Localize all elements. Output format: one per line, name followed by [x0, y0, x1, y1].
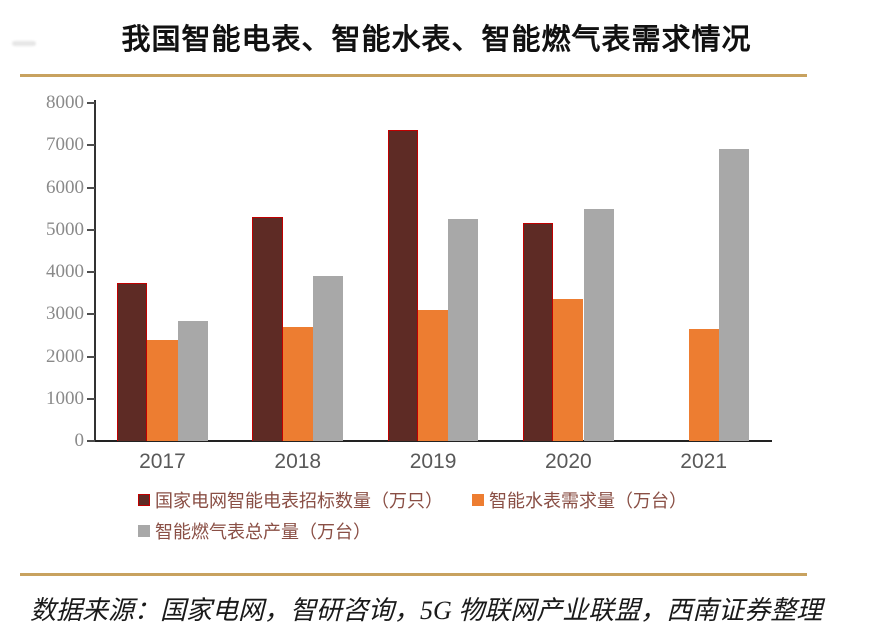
bar-series2-2020	[553, 299, 584, 441]
legend-swatch-icon	[472, 493, 484, 506]
y-tick-label-5000: 5000	[46, 218, 84, 240]
legend-swatch-icon	[138, 524, 150, 537]
data-source-note: 数据来源：国家电网，智研咨询，5G 物联网产业联盟，西南证券整理	[30, 596, 823, 625]
y-tick-mark-6000	[87, 186, 95, 189]
chart-legend: 国家电网智能电表招标数量（万只） 智能水表需求量（万台） 智能燃气表总产量（万台）	[138, 484, 778, 546]
bar-series3-2019	[448, 219, 479, 441]
plot-area	[96, 103, 770, 441]
bar-series3-2018	[312, 276, 344, 441]
legend-item-series3: 智能燃气表总产量（万台）	[138, 518, 371, 544]
y-tick-label-4000: 4000	[46, 261, 84, 282]
title-divider-line	[20, 74, 807, 77]
bar-series1-2017	[117, 282, 148, 441]
bar-series3-2017	[177, 320, 208, 441]
bar-series1-2019	[387, 130, 418, 441]
chart-title: 我国智能电表、智能水表、智能燃气表需求情况	[121, 24, 752, 56]
y-tick-label-8000: 8000	[46, 92, 84, 113]
x-tick-label-2020: 2020	[544, 450, 592, 473]
y-tick-label-2000: 2000	[46, 345, 84, 367]
bar-series1-2018	[252, 217, 283, 441]
legend-row: 智能燃气表总产量（万台）	[138, 515, 778, 546]
y-tick-mark-0	[87, 440, 95, 442]
scan-artifact-mark	[12, 41, 36, 46]
y-tick-mark-7000	[87, 144, 95, 147]
bar-series1-2020	[522, 223, 554, 441]
legend-label-series1: 国家电网智能电表招标数量（万只）	[155, 490, 443, 511]
bar-series2-2017	[147, 339, 178, 441]
legend-item-series2: 智能水表需求量（万台）	[472, 487, 687, 513]
y-tick-mark-5000	[87, 228, 95, 231]
y-tick-label-7000: 7000	[46, 134, 84, 156]
y-tick-mark-1000	[87, 397, 95, 400]
y-tick-mark-4000	[87, 271, 95, 273]
bar-series2-2018	[282, 326, 313, 441]
bar-series3-2020	[583, 208, 614, 441]
legend-row: 国家电网智能电表招标数量（万只） 智能水表需求量（万台）	[138, 484, 778, 515]
y-tick-mark-2000	[87, 355, 95, 358]
x-tick-label-2017: 2017	[139, 450, 186, 473]
y-tick-label-3000: 3000	[46, 303, 84, 325]
x-tick-label-2019: 2019	[409, 450, 457, 473]
legend-swatch-icon	[138, 493, 150, 506]
y-axis-line	[94, 100, 96, 442]
x-tick-label-2018: 2018	[274, 450, 322, 473]
y-tick-mark-8000	[87, 102, 95, 104]
legend-item-series1: 国家电网智能电表招标数量（万只）	[138, 487, 472, 513]
bar-series2-2019	[417, 310, 449, 441]
legend-label-series3: 智能燃气表总产量（万台）	[155, 521, 371, 542]
legend-label-series2: 智能水表需求量（万台）	[489, 490, 687, 511]
y-tick-mark-3000	[87, 313, 95, 316]
bar-series2-2021	[688, 329, 719, 441]
bar-series3-2021	[718, 149, 750, 441]
y-tick-label-6000: 6000	[46, 176, 84, 198]
x-tick-label-2021: 2021	[680, 450, 727, 473]
y-tick-label-0: 0	[74, 430, 85, 451]
x-axis-line	[94, 440, 772, 442]
y-tick-label-1000: 1000	[46, 387, 84, 409]
footer-divider-line	[20, 573, 807, 576]
